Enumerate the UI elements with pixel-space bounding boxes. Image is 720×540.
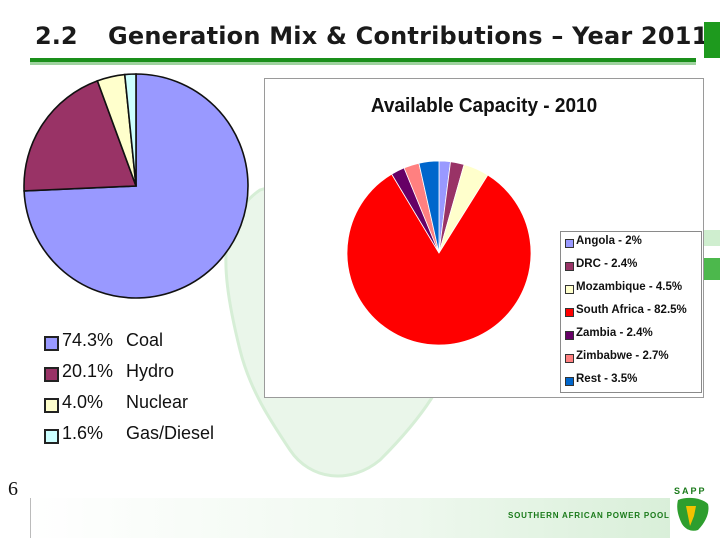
title-underline bbox=[30, 58, 696, 62]
legend-item: Rest - 3.5% bbox=[561, 370, 701, 393]
legend-label: Nuclear bbox=[126, 392, 189, 412]
legend-swatch bbox=[565, 239, 574, 248]
legend-item: Mozambique - 4.5% bbox=[561, 278, 701, 301]
side-accent-light bbox=[700, 230, 720, 246]
available-capacity-pie bbox=[346, 160, 532, 346]
pie-slice-hydro bbox=[23, 79, 138, 192]
legend-label: South Africa - 82.5% bbox=[576, 304, 687, 316]
header-corner-accent bbox=[704, 22, 720, 58]
legend-label: Mozambique - 4.5% bbox=[576, 281, 683, 293]
slide-title: Generation Mix & Contributions – Year 20… bbox=[108, 22, 709, 50]
slide-header: 2.2 Generation Mix & Contributions – Yea… bbox=[0, 8, 720, 65]
pie-slice-rest-3-5 bbox=[418, 160, 440, 254]
section-number: 2.2 bbox=[35, 22, 78, 50]
logo-text: SAPP bbox=[674, 486, 707, 496]
legend-label: DRC - 2.4% bbox=[576, 258, 638, 270]
legend-label: Coal bbox=[126, 330, 164, 350]
legend-percent: 1.6% bbox=[62, 423, 104, 443]
legend-swatch bbox=[565, 377, 574, 386]
legend-item: Angola - 2% bbox=[561, 232, 701, 255]
side-accent bbox=[700, 258, 720, 280]
legend-swatch bbox=[565, 354, 574, 363]
pie-slice-south-africa-82-5 bbox=[346, 173, 532, 346]
legend-percent: 74.3% bbox=[62, 330, 114, 350]
page-number: 6 bbox=[8, 478, 18, 500]
legend-item: South Africa - 82.5% bbox=[561, 301, 701, 324]
footer-band bbox=[30, 498, 670, 538]
legend-item: Zimbabwe - 2.7% bbox=[561, 347, 701, 370]
legend-label: Zambia - 2.4% bbox=[576, 327, 653, 339]
legend-item: Zambia - 2.4% bbox=[561, 324, 701, 347]
legend-swatch bbox=[565, 262, 574, 271]
title-underline-accent bbox=[30, 62, 696, 65]
sapp-logo-icon bbox=[677, 497, 709, 531]
legend-swatch bbox=[565, 308, 574, 317]
legend-item: DRC - 2.4% bbox=[561, 255, 701, 278]
legend-swatch bbox=[44, 398, 59, 413]
legend-swatch bbox=[44, 429, 59, 444]
legend-label: Hydro bbox=[126, 361, 175, 381]
legend-label: Rest - 3.5% bbox=[576, 373, 638, 385]
organization-name: SOUTHERN AFRICAN POWER POOL bbox=[508, 511, 670, 520]
generation-mix-pie bbox=[23, 73, 249, 299]
chart-title: Available Capacity - 2010 bbox=[370, 95, 598, 117]
legend-label: Gas/Diesel bbox=[126, 423, 215, 443]
legend-swatch bbox=[44, 336, 59, 351]
legend-swatch bbox=[565, 285, 574, 294]
available-capacity-chart: Available Capacity - 2010 Angola - 2% DR… bbox=[264, 78, 704, 398]
legend-label: Zimbabwe - 2.7% bbox=[576, 350, 669, 362]
legend-label: Angola - 2% bbox=[576, 235, 642, 247]
legend-swatch bbox=[44, 367, 59, 382]
legend-percent: 20.1% bbox=[62, 361, 114, 381]
available-capacity-legend: Angola - 2% DRC - 2.4% Mozambique - 4.5%… bbox=[560, 231, 702, 393]
legend-percent: 4.0% bbox=[62, 392, 104, 412]
legend-swatch bbox=[565, 331, 574, 340]
pie-slice-gas-diesel bbox=[123, 73, 137, 187]
footer-divider bbox=[30, 498, 31, 538]
